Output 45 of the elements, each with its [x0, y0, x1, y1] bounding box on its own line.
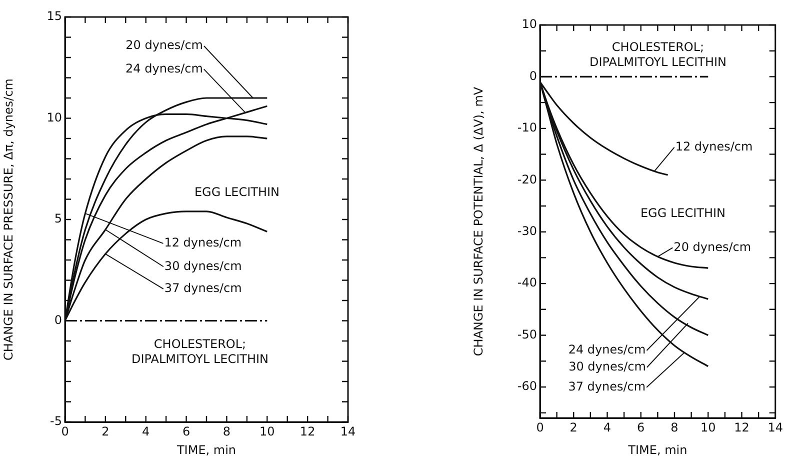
y-tick-label: 15 — [46, 9, 62, 24]
y-tick-label: -30 — [517, 224, 537, 238]
x-tick-label: 12 — [734, 420, 750, 434]
annotation: 12 dynes/cm — [164, 236, 242, 250]
y-axis-title: CHANGE IN SURFACE POTENTIAL, Δ (ΔV), mV — [471, 86, 486, 356]
x-tick-label: 8 — [670, 420, 678, 434]
x-tick-label: 10 — [700, 420, 716, 434]
y-axis-title: CHANGE IN SURFACE PRESSURE, Δπ, dynes/cm — [1, 78, 16, 360]
y-tick-label: 0 — [54, 312, 62, 327]
annotation: 37 dynes/cm — [568, 379, 646, 394]
y-tick-label: -40 — [517, 276, 537, 290]
annotation: 30 dynes/cm — [164, 258, 242, 273]
x-tick-label: 12 — [300, 424, 316, 438]
annotation: 20 dynes/cm — [126, 38, 203, 52]
x-tick-label: 14 — [768, 420, 784, 434]
x-tick-label: 2 — [102, 424, 110, 438]
x-axis-title: TIME, min — [627, 442, 688, 457]
annotation: 24 dynes/cm — [126, 61, 203, 76]
annotation: 24 dynes/cm — [568, 342, 646, 357]
y-tick-label: 0 — [529, 68, 537, 83]
y-tick-label: 10 — [46, 110, 62, 124]
annotation: EGG LECITHIN — [640, 206, 726, 220]
annotation: CHOLESTEROL; DIPALMITOYL LECITHIN — [589, 40, 727, 70]
y-tick-label: -20 — [517, 172, 537, 186]
y-tick-label: 5 — [54, 212, 62, 226]
x-tick-label: 6 — [182, 424, 190, 438]
y-tick-label: -50 — [517, 327, 537, 342]
annotation: CHOLESTEROL; DIPALMITOYL LECITHIN — [131, 337, 269, 366]
annotation: 12 dynes/cm — [675, 139, 753, 154]
x-axis-title: TIME, min — [176, 442, 236, 457]
y-tick-label: -5 — [50, 414, 62, 428]
x-tick-label: 2 — [570, 420, 578, 434]
annotation: 30 dynes/cm — [568, 359, 646, 374]
annotation: 37 dynes/cm — [164, 281, 242, 296]
x-tick-label: 8 — [222, 424, 231, 438]
y-tick-label: -60 — [517, 379, 537, 394]
x-tick-label: 10 — [260, 424, 275, 438]
x-tick-label: 4 — [603, 420, 612, 434]
annotation: EGG LECITHIN — [194, 185, 280, 200]
x-tick-label: 6 — [637, 420, 645, 434]
annotation: 20 dynes/cm — [674, 240, 752, 254]
y-tick-label: -10 — [517, 120, 537, 135]
y-tick-label: 10 — [522, 17, 537, 32]
x-tick-label: 4 — [142, 424, 150, 438]
x-tick-label: 14 — [340, 424, 356, 438]
